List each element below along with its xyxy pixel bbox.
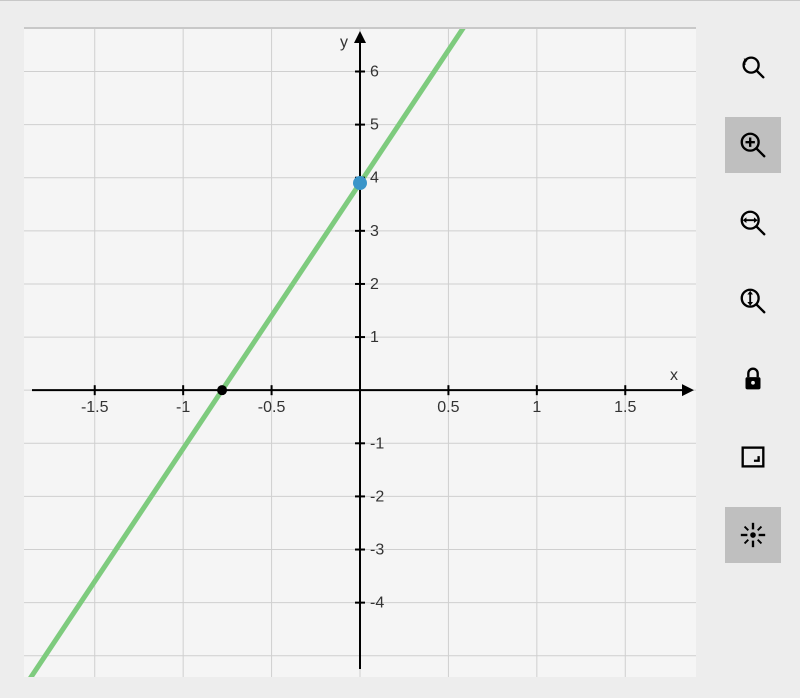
lock-button[interactable] bbox=[725, 351, 781, 407]
chart-svg: -1.5 -1 -0.5 0.5 1 1.5 -4 -3 -2 -1 1 2 3 4 5 6 x y bbox=[24, 29, 696, 677]
svg-text:-1: -1 bbox=[176, 399, 190, 416]
svg-text:1: 1 bbox=[532, 399, 541, 416]
svg-text:x: x bbox=[670, 367, 678, 384]
svg-text:1: 1 bbox=[370, 329, 379, 346]
fullscreen-icon bbox=[738, 442, 768, 472]
svg-text:4: 4 bbox=[370, 170, 379, 187]
svg-text:-2: -2 bbox=[370, 488, 384, 505]
svg-text:y: y bbox=[340, 34, 348, 51]
svg-text:-0.5: -0.5 bbox=[258, 399, 286, 416]
lock-icon bbox=[738, 364, 768, 394]
svg-text:5: 5 bbox=[370, 117, 379, 134]
app-container: -1.5 -1 -0.5 0.5 1 1.5 -4 -3 -2 -1 1 2 3 4 5 6 x y bbox=[0, 0, 800, 698]
crosshair-button[interactable] bbox=[725, 507, 781, 563]
plot-area[interactable]: -1.5 -1 -0.5 0.5 1 1.5 -4 -3 -2 -1 1 2 3 4 5 6 x y bbox=[24, 27, 696, 675]
zoom-reset-button[interactable] bbox=[725, 39, 781, 95]
zoom-reset-icon bbox=[738, 52, 768, 82]
zoom-in-icon bbox=[738, 130, 768, 160]
svg-text:0.5: 0.5 bbox=[437, 399, 459, 416]
crosshair-icon bbox=[738, 520, 768, 550]
zoom-horizontal-icon bbox=[738, 208, 768, 238]
zoom-in-button[interactable] bbox=[725, 117, 781, 173]
svg-text:2: 2 bbox=[370, 276, 379, 293]
zoom-horizontal-button[interactable] bbox=[725, 195, 781, 251]
svg-text:1.5: 1.5 bbox=[614, 399, 636, 416]
zoom-vertical-button[interactable] bbox=[725, 273, 781, 329]
zoom-vertical-icon bbox=[738, 286, 768, 316]
fullscreen-button[interactable] bbox=[725, 429, 781, 485]
svg-text:-3: -3 bbox=[370, 542, 384, 559]
svg-text:3: 3 bbox=[370, 223, 379, 240]
toolbar bbox=[724, 39, 782, 563]
svg-text:-1.5: -1.5 bbox=[81, 399, 109, 416]
svg-text:6: 6 bbox=[370, 63, 379, 80]
svg-text:-4: -4 bbox=[370, 595, 384, 612]
svg-text:-1: -1 bbox=[370, 435, 384, 452]
